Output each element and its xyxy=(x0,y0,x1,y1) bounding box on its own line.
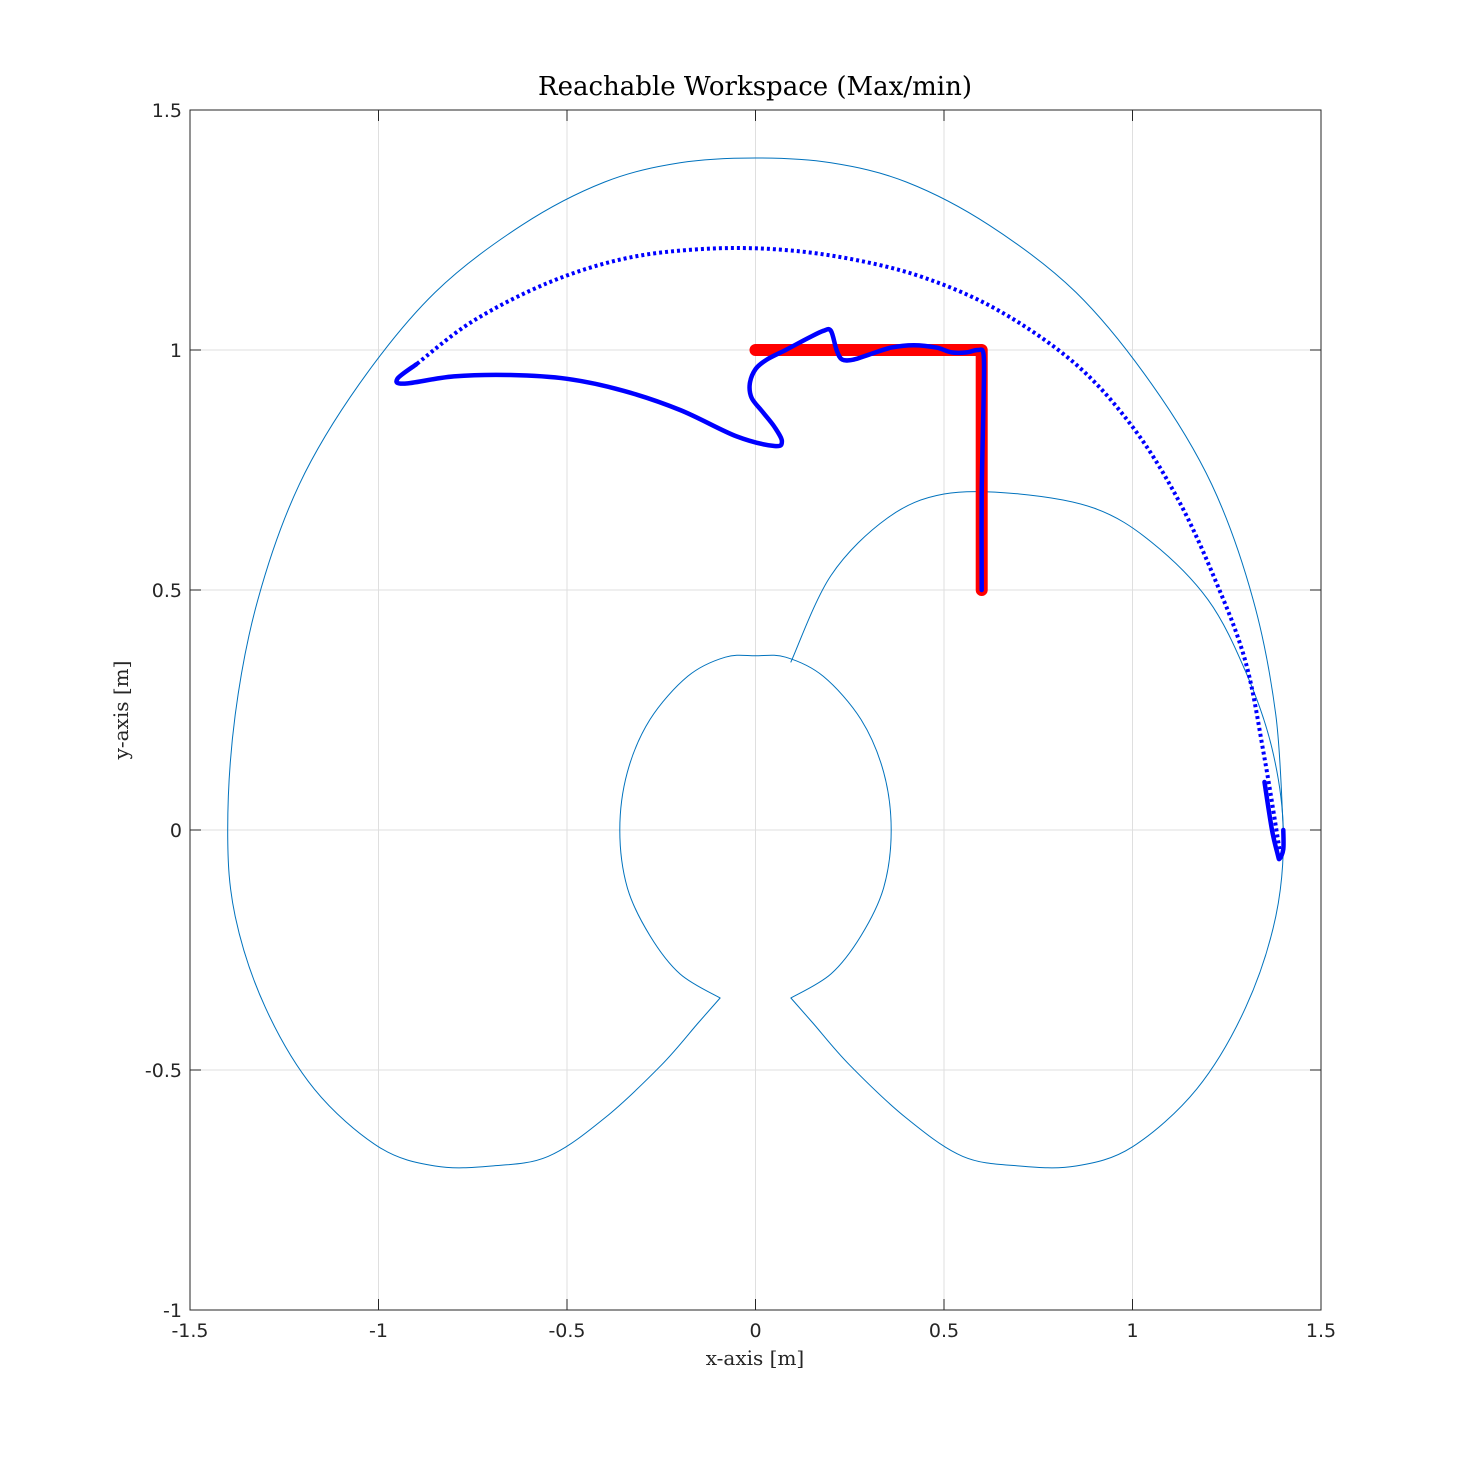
series-line-1 xyxy=(619,654,892,999)
series-line-2 xyxy=(227,157,1284,1169)
x-tick-label-5: 1 xyxy=(1126,1320,1138,1342)
y-tick-label-4: 1 xyxy=(170,340,182,362)
x-tick-label-2: -0.5 xyxy=(548,1320,585,1342)
x-tick-label-3: 0 xyxy=(749,1320,761,1342)
x-tick-label-0: -1.5 xyxy=(171,1320,208,1342)
y-tick-label-5: 1.5 xyxy=(152,100,182,122)
x-axis-label: x-axis [m] xyxy=(706,1346,804,1370)
series-line-5 xyxy=(1262,779,1286,862)
x-tick-label-6: 1.5 xyxy=(1306,1320,1336,1342)
series-line-4 xyxy=(394,326,987,593)
x-tick-label-1: -1 xyxy=(369,1320,388,1342)
y-tick-label-2: 0 xyxy=(170,820,182,842)
y-tick-label-1: -0.5 xyxy=(145,1060,182,1082)
x-tick-label-4: 0.5 xyxy=(929,1320,959,1342)
axis-ticks: -1.5 -1 -0.5 0 0.5 1 1.5-1-0.500.511.5 xyxy=(145,100,1336,1342)
series-line-3 xyxy=(414,246,1282,850)
y-tick-label-0: -1 xyxy=(163,1300,182,1322)
y-tick-label-3: 0.5 xyxy=(152,580,182,602)
series-layer xyxy=(227,157,1286,1169)
y-axis-label: y-axis [m] xyxy=(109,661,133,761)
chart-title: Reachable Workspace (Max/min) xyxy=(538,72,972,102)
